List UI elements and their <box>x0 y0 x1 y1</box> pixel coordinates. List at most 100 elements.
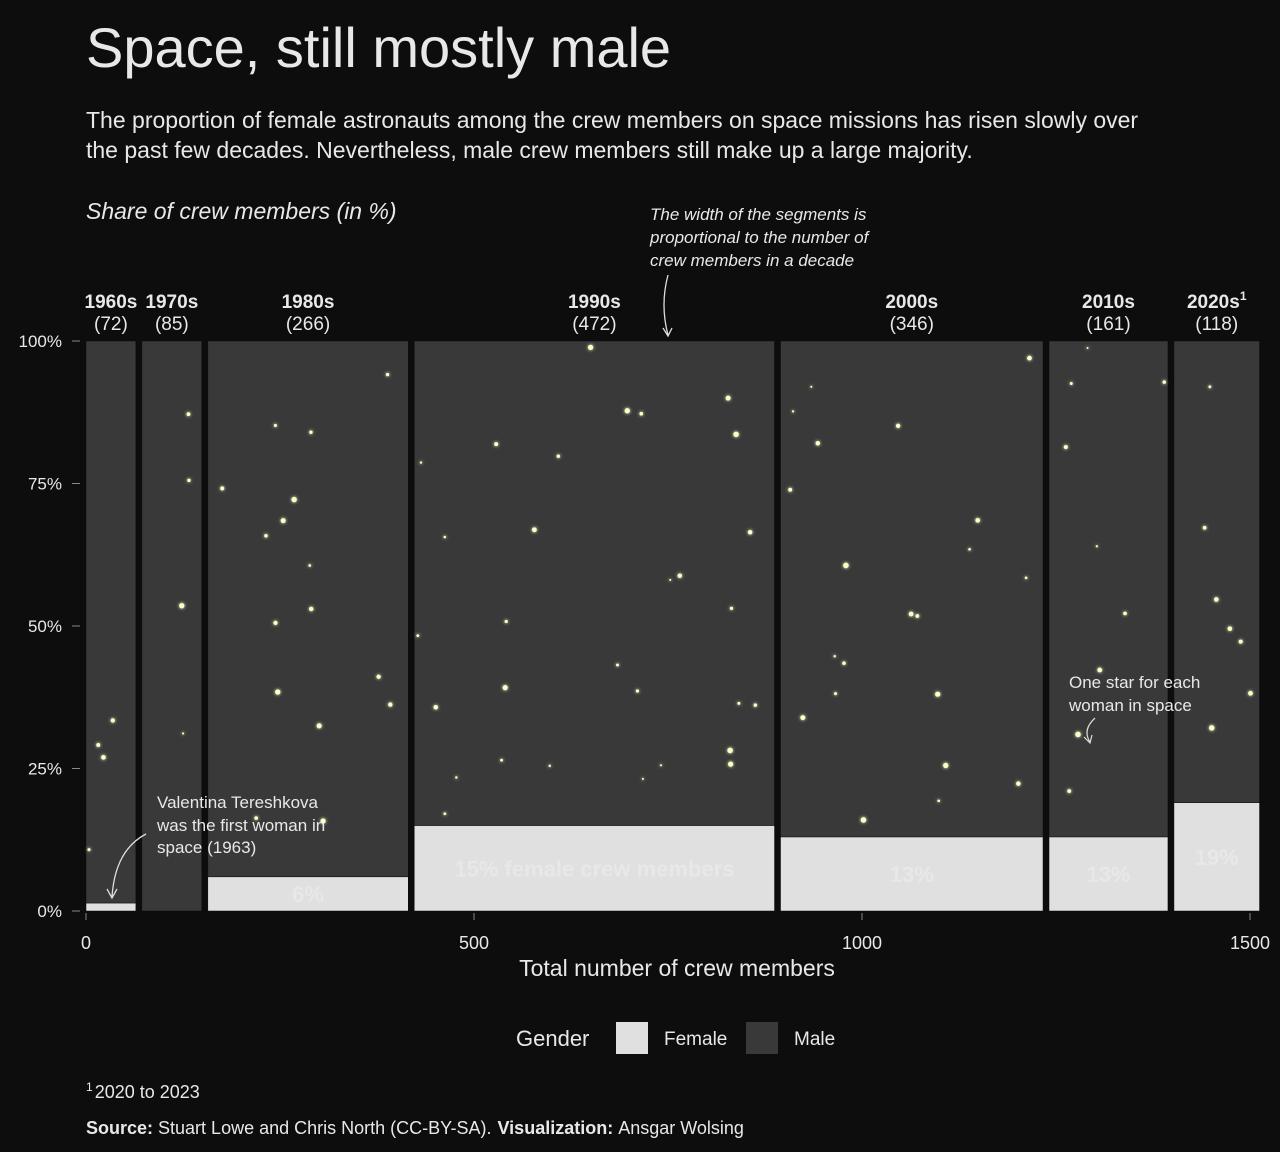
annotation: was the first woman in <box>156 816 325 835</box>
category-name: 1970s <box>145 292 198 313</box>
annotation: crew members in a decade <box>650 251 854 270</box>
segment <box>413 825 775 912</box>
y-axis-label: Share of crew members (in %) <box>86 198 397 224</box>
annotation: One star for each <box>1069 673 1200 692</box>
star <box>728 761 734 767</box>
width-label: (472) <box>572 314 616 335</box>
segment <box>207 340 409 878</box>
star <box>1086 346 1089 350</box>
category-name: 1990s <box>568 292 621 313</box>
star <box>385 372 390 377</box>
legend-label: Female <box>664 1029 727 1050</box>
star <box>788 487 793 492</box>
star <box>280 518 286 524</box>
star <box>316 723 322 729</box>
stars <box>87 344 1253 852</box>
star <box>968 547 971 551</box>
star <box>860 817 867 823</box>
y-tick-label: 50% <box>28 617 62 636</box>
annotation-arrow <box>1083 717 1096 745</box>
annotation: Valentina Tereshkova <box>157 793 319 812</box>
x-tick-label: 1500 <box>1230 933 1270 953</box>
annotation-arrow <box>106 833 147 900</box>
segment <box>413 340 775 826</box>
plot: 0% 25% 50% 75% 100% 0 500 1000 1500 1960s(72) 1970… <box>19 289 1271 953</box>
star <box>504 619 508 624</box>
star <box>908 611 914 617</box>
annotation: The width of the segments is <box>650 205 867 224</box>
star <box>1067 789 1072 794</box>
x-tick-label: 500 <box>459 933 489 953</box>
legend-swatch <box>616 1022 648 1054</box>
value-label: 19% <box>1195 845 1239 870</box>
subtitle: the past few decades. Nevertheless, male… <box>86 137 973 163</box>
star <box>1016 781 1021 786</box>
chart-title: Space, still mostly male <box>86 16 671 79</box>
star <box>1208 725 1215 731</box>
legend-label: Male <box>794 1029 835 1050</box>
star <box>1227 626 1233 631</box>
subtitle: The proportion of female astronauts amon… <box>86 107 1138 133</box>
category-label: 2010s <box>1082 292 1135 313</box>
star <box>747 529 753 535</box>
legend-title: Gender <box>516 1026 589 1051</box>
star <box>842 661 846 665</box>
segment <box>85 340 137 904</box>
star <box>1123 611 1127 616</box>
y-tick-label: 75% <box>28 475 62 494</box>
footnote: 1 2020 to 2023 <box>86 1080 200 1102</box>
star <box>815 441 821 446</box>
star <box>1214 597 1219 602</box>
annotation: woman in space <box>1068 696 1192 715</box>
width-label: (161) <box>1086 314 1130 335</box>
source-text: Stuart Lowe and Chris North (CC-BY-SA). <box>158 1118 491 1138</box>
category-label: 1980s <box>282 292 335 313</box>
star <box>677 573 683 578</box>
star <box>935 691 941 697</box>
segment <box>1048 836 1169 912</box>
x-tick-label: 0 <box>81 933 91 953</box>
star <box>273 620 278 625</box>
segment <box>85 902 137 912</box>
star <box>96 743 101 747</box>
star <box>1248 690 1253 696</box>
star <box>833 655 836 658</box>
star <box>1024 576 1028 580</box>
star <box>308 564 312 567</box>
star <box>220 486 225 491</box>
star <box>110 718 115 723</box>
star <box>433 704 439 710</box>
segment <box>1048 340 1169 838</box>
star <box>733 431 739 438</box>
segment <box>780 836 1044 912</box>
x-tick-label: 1000 <box>842 933 882 953</box>
star <box>388 702 393 707</box>
star <box>1095 545 1098 548</box>
star <box>187 478 191 482</box>
category-label: 2000s <box>885 292 938 313</box>
segment <box>780 340 1044 838</box>
star <box>455 776 458 779</box>
star <box>309 430 313 434</box>
star <box>254 816 258 820</box>
star <box>843 562 849 569</box>
segment <box>1173 802 1260 912</box>
value-label: 6% <box>292 882 324 907</box>
category-name: 2010s <box>1082 292 1135 313</box>
star <box>587 344 594 351</box>
star <box>87 848 91 852</box>
star <box>443 812 447 816</box>
star <box>616 663 619 667</box>
star <box>1063 444 1068 450</box>
star <box>659 764 663 767</box>
value-label: 15% female crew members <box>454 856 734 881</box>
annotation: proportional to the number of <box>649 228 871 247</box>
star <box>1238 639 1243 644</box>
star <box>1069 382 1073 386</box>
star <box>753 703 758 707</box>
star <box>101 755 106 760</box>
star <box>1027 355 1032 361</box>
star <box>943 762 949 769</box>
width-label: (118) <box>1195 314 1238 335</box>
star <box>179 603 185 609</box>
